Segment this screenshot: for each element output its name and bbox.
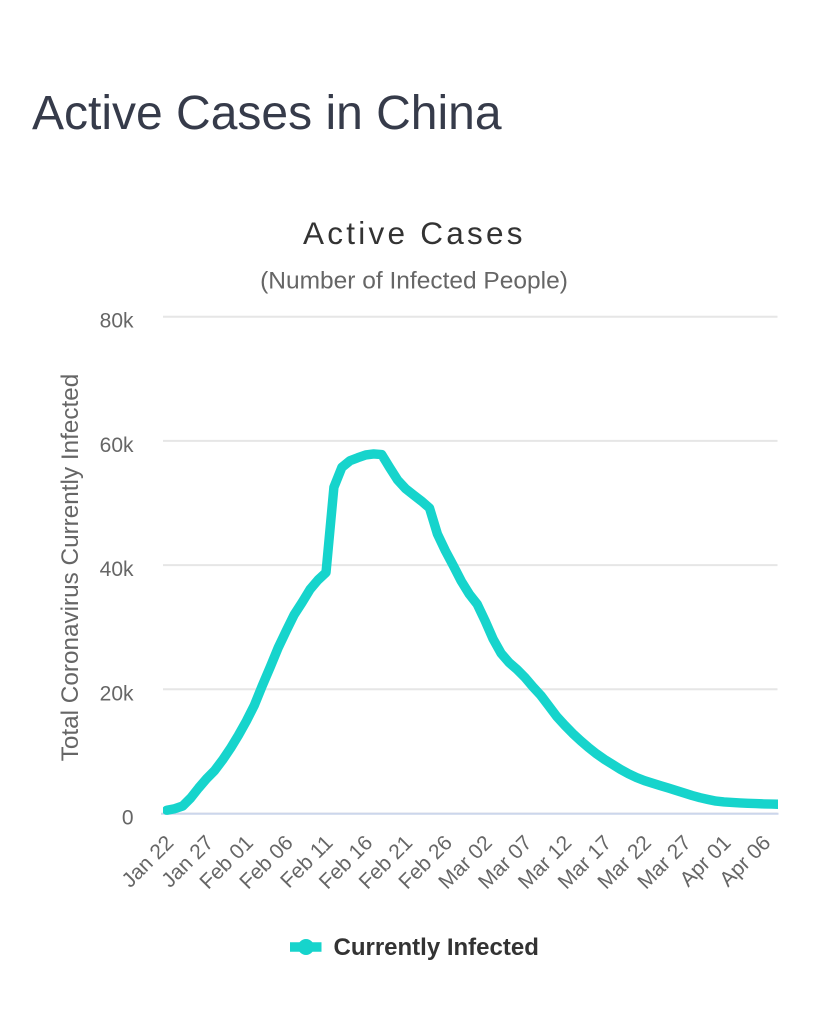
svg-text:40k: 40k xyxy=(100,558,134,581)
svg-text:Currently Infected: Currently Infected xyxy=(334,934,539,961)
svg-text:80k: 80k xyxy=(100,310,134,333)
svg-text:Total Coronavirus Currently In: Total Coronavirus Currently Infected xyxy=(57,374,84,762)
svg-text:Active Cases in China: Active Cases in China xyxy=(32,87,502,140)
svg-text:Active Cases: Active Cases xyxy=(303,215,526,251)
svg-text:0: 0 xyxy=(122,807,134,830)
svg-text:20k: 20k xyxy=(100,682,134,705)
svg-text:(Number of Infected People): (Number of Infected People) xyxy=(260,268,568,295)
svg-text:60k: 60k xyxy=(100,434,134,457)
